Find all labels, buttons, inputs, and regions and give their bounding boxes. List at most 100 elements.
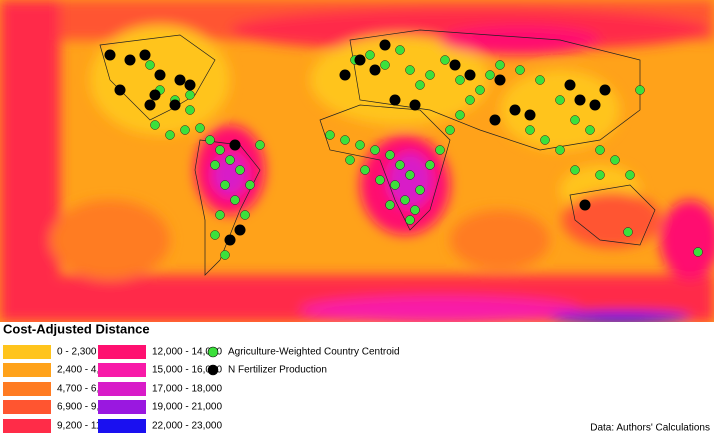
legend-label: N Fertilizer Production xyxy=(228,365,327,376)
country-centroid xyxy=(415,185,425,195)
legend-swatch xyxy=(98,400,146,414)
country-centroid xyxy=(385,200,395,210)
country-centroid xyxy=(220,250,230,260)
country-centroid xyxy=(215,145,225,155)
country-centroid xyxy=(623,227,633,237)
legend-swatch xyxy=(98,345,146,359)
legend-swatch xyxy=(98,382,146,396)
fertilizer-production xyxy=(379,39,391,51)
fertilizer-production xyxy=(184,79,196,91)
fertilizer-production xyxy=(339,69,351,81)
country-centroid xyxy=(145,60,155,70)
fertilizer-production xyxy=(229,139,241,151)
country-centroid xyxy=(395,45,405,55)
country-centroid xyxy=(210,230,220,240)
country-centroid xyxy=(475,85,485,95)
country-centroid xyxy=(525,125,535,135)
legend-label: 9,200 - 11,000 xyxy=(57,421,121,432)
fertilizer-production xyxy=(389,94,401,106)
country-centroid xyxy=(445,125,455,135)
country-centroid xyxy=(555,95,565,105)
country-centroid xyxy=(570,165,580,175)
country-centroid xyxy=(405,215,415,225)
country-centroid xyxy=(340,135,350,145)
country-centroid xyxy=(390,180,400,190)
source-note: Data: Authors' Calculations xyxy=(590,423,710,434)
legend-marker xyxy=(207,346,219,358)
legend: 0 - 2,300 2,400 - 4,600 4,700 - 6,800 6,900… xyxy=(3,345,400,433)
legend-title: Cost-Adjusted Distance xyxy=(3,321,150,336)
legend-label: 15,000 - 16,000 xyxy=(152,365,222,376)
fertilizer-production xyxy=(154,69,166,81)
country-centroid xyxy=(180,125,190,135)
country-centroid xyxy=(375,175,385,185)
fertilizer-production xyxy=(144,99,156,111)
country-centroid xyxy=(195,123,205,133)
legend-label: 22,000 - 23,000 xyxy=(152,421,222,432)
country-centroid xyxy=(220,180,230,190)
country-centroid xyxy=(693,247,703,257)
country-centroid xyxy=(230,195,240,205)
fertilizer-production xyxy=(124,54,136,66)
country-centroid xyxy=(345,155,355,165)
country-centroid xyxy=(595,145,605,155)
legend-label: 6,900 - 9,100 xyxy=(57,402,116,413)
legend-swatch xyxy=(3,382,51,396)
country-centroid xyxy=(410,205,420,215)
legend-swatch xyxy=(98,363,146,377)
country-centroid xyxy=(495,60,505,70)
country-centroid xyxy=(325,130,335,140)
country-centroid xyxy=(365,50,375,60)
fertilizer-production xyxy=(599,84,611,96)
fertilizer-production xyxy=(104,49,116,61)
country-centroid xyxy=(235,165,245,175)
legend-label: 12,000 - 14,000 xyxy=(152,347,222,358)
fertilizer-production xyxy=(564,79,576,91)
legend-label: Agriculture-Weighted Country Centroid xyxy=(228,347,400,358)
legend-swatch xyxy=(3,419,51,433)
country-centroid xyxy=(555,145,565,155)
country-centroid xyxy=(380,60,390,70)
country-centroid xyxy=(540,135,550,145)
country-centroid xyxy=(185,105,195,115)
fertilizer-production xyxy=(354,54,366,66)
fertilizer-production xyxy=(589,99,601,111)
country-centroid xyxy=(405,170,415,180)
country-centroid xyxy=(515,65,525,75)
legend-marker xyxy=(207,364,219,376)
fertilizer-production xyxy=(574,94,586,106)
fertilizer-production xyxy=(524,109,536,121)
country-centroid xyxy=(225,155,235,165)
fertilizer-production xyxy=(174,74,186,86)
country-centroid xyxy=(240,210,250,220)
legend-swatch xyxy=(3,363,51,377)
country-centroid xyxy=(595,170,605,180)
country-centroid xyxy=(210,160,220,170)
fertilizer-production xyxy=(224,234,236,246)
fertilizer-production xyxy=(139,49,151,61)
country-centroid xyxy=(355,140,365,150)
legend-swatch xyxy=(98,419,146,433)
legend-label: 2,400 - 4,600 xyxy=(57,365,116,376)
legend-label: 0 - 2,300 xyxy=(57,347,97,358)
fertilizer-production xyxy=(464,69,476,81)
legend-label: 19,000 - 21,000 xyxy=(152,402,222,413)
fertilizer-production xyxy=(149,89,161,101)
country-centroid xyxy=(415,80,425,90)
country-centroid xyxy=(610,155,620,165)
legend-swatch xyxy=(3,345,51,359)
legend-swatch xyxy=(3,400,51,414)
cost-distance-map xyxy=(0,0,714,322)
country-centroid xyxy=(440,55,450,65)
legend-label: 4,700 - 6,800 xyxy=(57,384,116,395)
country-centroid xyxy=(205,135,215,145)
country-centroid xyxy=(185,90,195,100)
country-centroid xyxy=(485,70,495,80)
country-centroid xyxy=(150,120,160,130)
country-centroid xyxy=(435,145,445,155)
country-centroid xyxy=(370,145,380,155)
country-centroid xyxy=(465,95,475,105)
fertilizer-production xyxy=(369,64,381,76)
country-centroid xyxy=(405,65,415,75)
fertilizer-production xyxy=(114,84,126,96)
